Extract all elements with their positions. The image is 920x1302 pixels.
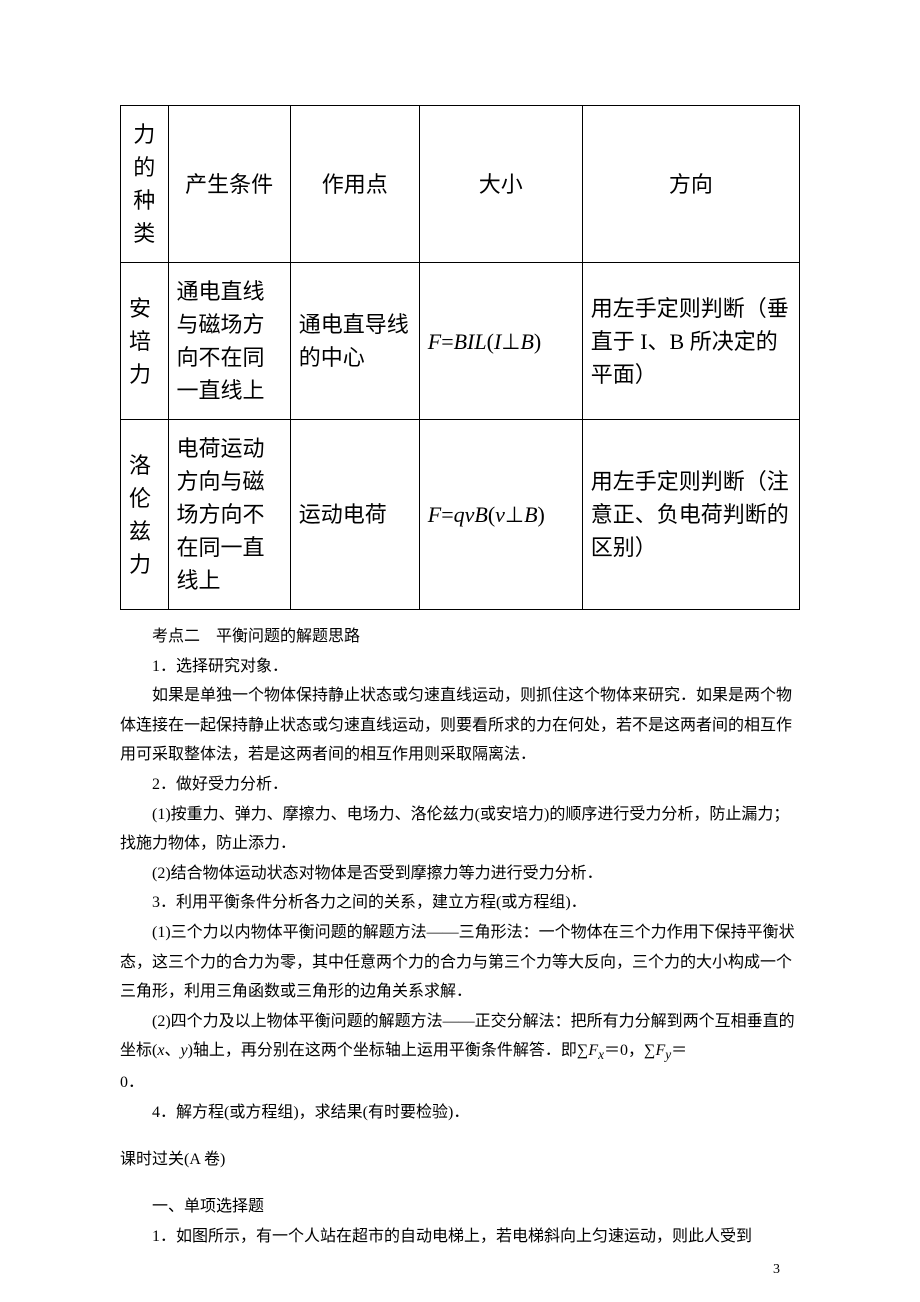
cell-lorentz-size: F=qvB(v⊥B)	[419, 420, 582, 610]
exam-section: 一、单项选择题	[120, 1192, 800, 1222]
cell-ampere-point: 通电直导线的中心	[290, 263, 419, 420]
header-condition: 产生条件	[168, 106, 290, 263]
body-content: 考点二 平衡问题的解题思路 1．选择研究对象． 如果是单独一个物体保持静止状态或…	[120, 622, 800, 1251]
kp2-item-3-2: (2)四个力及以上物体平衡问题的解题方法——正交分解法：把所有力分解到两个互相垂…	[120, 1007, 800, 1068]
cell-lorentz-direction: 用左手定则判断（注意正、负电荷判断的区别）	[582, 420, 799, 610]
force-comparison-table: 力的种类 产生条件 作用点 大小 方向 安培力 通电直线与磁场方向不在同一直线上…	[120, 105, 800, 610]
kp2-item-2-1: (1)按重力、弹力、摩擦力、电场力、洛伦兹力(或安培力)的顺序进行受力分析，防止…	[120, 800, 800, 859]
kp2-item-3-1: (1)三个力以内物体平衡问题的解题方法——三角形法：一个物体在三个力作用下保持平…	[120, 918, 800, 1007]
page-number: 3	[773, 1262, 780, 1278]
kp2-heading: 考点二 平衡问题的解题思路	[120, 622, 800, 652]
kp2-item-2: 2．做好受力分析．	[120, 770, 800, 800]
header-size: 大小	[419, 106, 582, 263]
table-header-row: 力的种类 产生条件 作用点 大小 方向	[121, 106, 800, 263]
cell-lorentz-condition: 电荷运动方向与磁场方向不在同一直线上	[168, 420, 290, 610]
table-row: 安培力 通电直线与磁场方向不在同一直线上 通电直导线的中心 F=BIL(I⊥B)…	[121, 263, 800, 420]
kp2-item-1-body: 如果是单独一个物体保持静止状态或匀速直线运动，则抓住这个物体来研究．如果是两个物…	[120, 681, 800, 770]
kp2-item-4: 4．解方程(或方程组)，求结果(有时要检验)．	[120, 1098, 800, 1128]
cell-ampere-type: 安培力	[121, 263, 169, 420]
cell-ampere-condition: 通电直线与磁场方向不在同一直线上	[168, 263, 290, 420]
kp2-item-1: 1．选择研究对象．	[120, 652, 800, 682]
header-point: 作用点	[290, 106, 419, 263]
cell-lorentz-point: 运动电荷	[290, 420, 419, 610]
cell-ampere-size: F=BIL(I⊥B)	[419, 263, 582, 420]
cell-ampere-direction: 用左手定则判断（垂直于 I、B 所决定的平面）	[582, 263, 799, 420]
cell-lorentz-type: 洛伦兹力	[121, 420, 169, 610]
kp2-item-2-2: (2)结合物体运动状态对物体是否受到摩擦力等力进行受力分析．	[120, 859, 800, 889]
kp2-item-3-2-tail: 0．	[120, 1068, 800, 1098]
table-row: 洛伦兹力 电荷运动方向与磁场方向不在同一直线上 运动电荷 F=qvB(v⊥B) …	[121, 420, 800, 610]
header-type: 力的种类	[121, 106, 169, 263]
kp2-item-3: 3．利用平衡条件分析各力之间的关系，建立方程(或方程组)．	[120, 888, 800, 918]
header-direction: 方向	[582, 106, 799, 263]
exam-title: 课时过关(A 卷)	[120, 1145, 800, 1175]
exam-q1: 1．如图所示，有一个人站在超市的自动电梯上，若电梯斜向上匀速运动，则此人受到	[120, 1222, 800, 1252]
